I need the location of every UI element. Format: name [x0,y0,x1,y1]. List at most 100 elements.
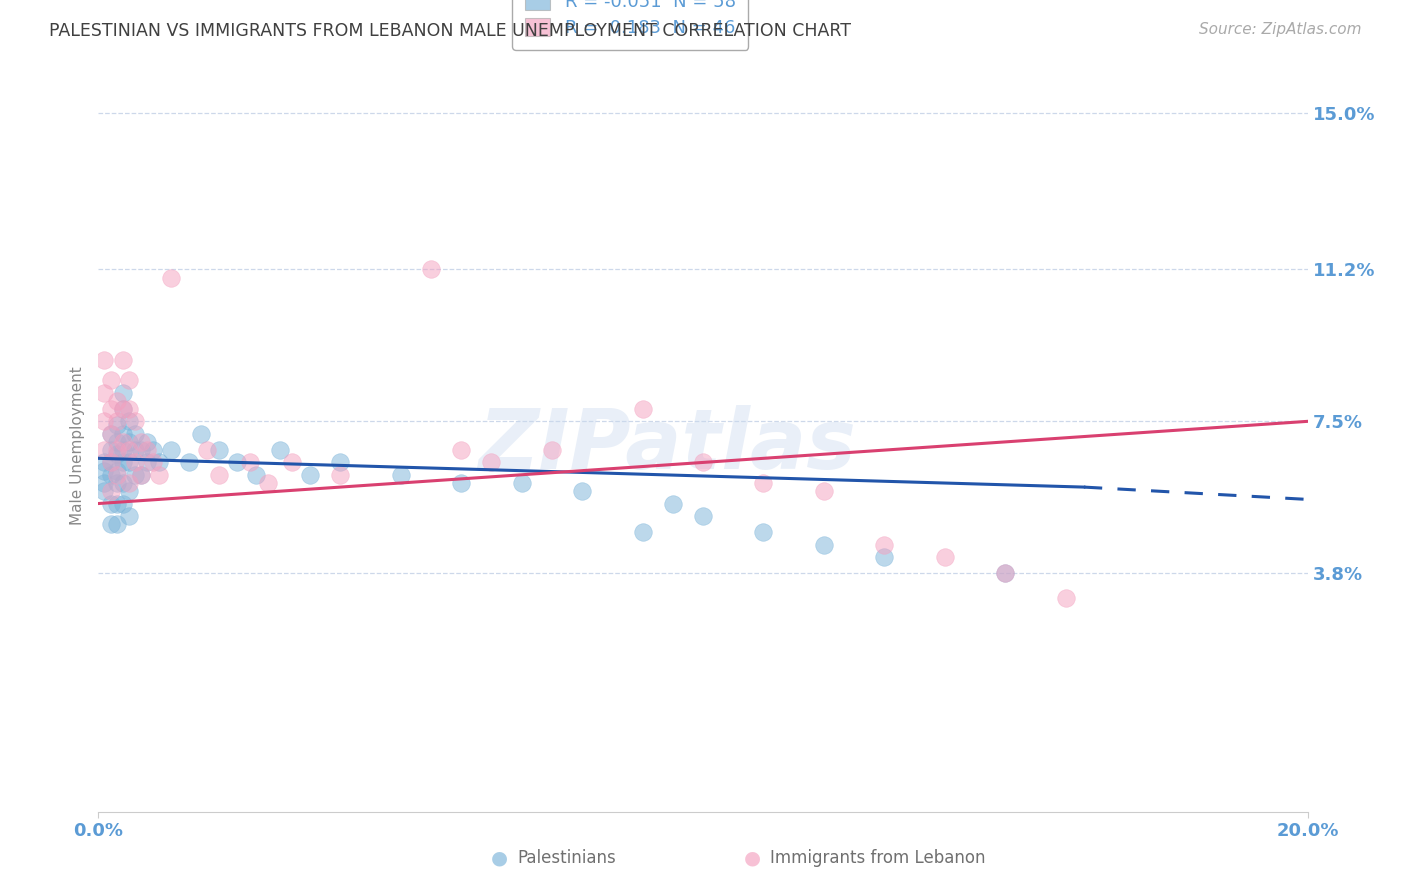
Point [245,467,267,482]
Point [571,484,593,499]
Point [105,447,128,461]
Point [540,443,562,458]
Point [100,517,122,532]
Point [329,467,352,482]
Point [994,566,1017,581]
Point [105,414,128,428]
Point [631,525,654,540]
Point [135,434,157,449]
Point [118,402,141,417]
Point [124,443,146,458]
Point [179,455,201,469]
Point [93,352,115,367]
Point [661,496,683,510]
Point [934,549,956,564]
Point [111,496,134,510]
Point [148,467,170,482]
Point [105,443,128,458]
Point [111,443,134,458]
Point [111,402,134,417]
Point [129,467,152,482]
Point [631,402,654,417]
Point [752,525,775,540]
Point [105,517,128,532]
Point [239,455,262,469]
Point [226,455,249,469]
Point [118,455,141,469]
Point [124,467,146,482]
Point [208,467,231,482]
Point [692,508,714,523]
Point [100,426,122,441]
Point [510,475,533,490]
Point [190,426,212,441]
Text: PALESTINIAN VS IMMIGRANTS FROM LEBANON MALE UNEMPLOYMENT CORRELATION CHART: PALESTINIAN VS IMMIGRANTS FROM LEBANON M… [49,22,851,40]
Point [160,270,183,285]
Point [389,467,412,482]
Point [100,426,122,441]
Point [118,484,141,499]
Point [118,373,141,387]
Point [100,455,122,469]
Point [93,484,115,499]
Text: Immigrants from Lebanon: Immigrants from Lebanon [770,849,986,867]
Text: Palestinians: Palestinians [517,849,616,867]
Point [93,414,115,428]
Point [118,508,141,523]
Point [994,566,1017,581]
Point [93,464,115,478]
Point [1054,591,1077,605]
Point [105,467,128,482]
Point [105,464,128,478]
Point [100,443,122,458]
Point [450,475,472,490]
Text: ZIPatlas: ZIPatlas [478,406,856,486]
Point [118,475,141,490]
Point [752,475,775,490]
Point [105,434,128,449]
Point [105,496,128,510]
Point [111,426,134,441]
Point [100,402,122,417]
Point [105,475,128,490]
Point [329,455,352,469]
Legend: R = -0.051  N = 58, R =  0.183  N = 46: R = -0.051 N = 58, R = 0.183 N = 46 [512,0,748,50]
Text: ●: ● [491,848,508,868]
Point [269,443,291,458]
Point [111,402,134,417]
Point [142,455,165,469]
Point [111,352,134,367]
Point [129,434,152,449]
Point [481,455,503,469]
Point [129,467,152,482]
Point [111,455,134,469]
Point [93,475,115,490]
Point [195,443,218,458]
Point [148,455,170,469]
Point [256,475,278,490]
Point [124,426,146,441]
Point [420,262,443,277]
Point [100,373,122,387]
Point [93,455,115,469]
Text: ●: ● [744,848,761,868]
Point [692,455,714,469]
Point [93,385,115,400]
Point [111,475,134,490]
Point [135,455,157,469]
Point [124,455,146,469]
Point [105,418,128,433]
Point [100,484,122,499]
Point [813,538,835,552]
Point [100,455,122,469]
Point [118,443,141,458]
Point [873,538,896,552]
Point [160,443,183,458]
Y-axis label: Male Unemployment: Male Unemployment [69,367,84,525]
Point [129,443,152,458]
Point [873,549,896,564]
Point [124,414,146,428]
Point [450,443,472,458]
Point [208,443,231,458]
Point [111,385,134,400]
